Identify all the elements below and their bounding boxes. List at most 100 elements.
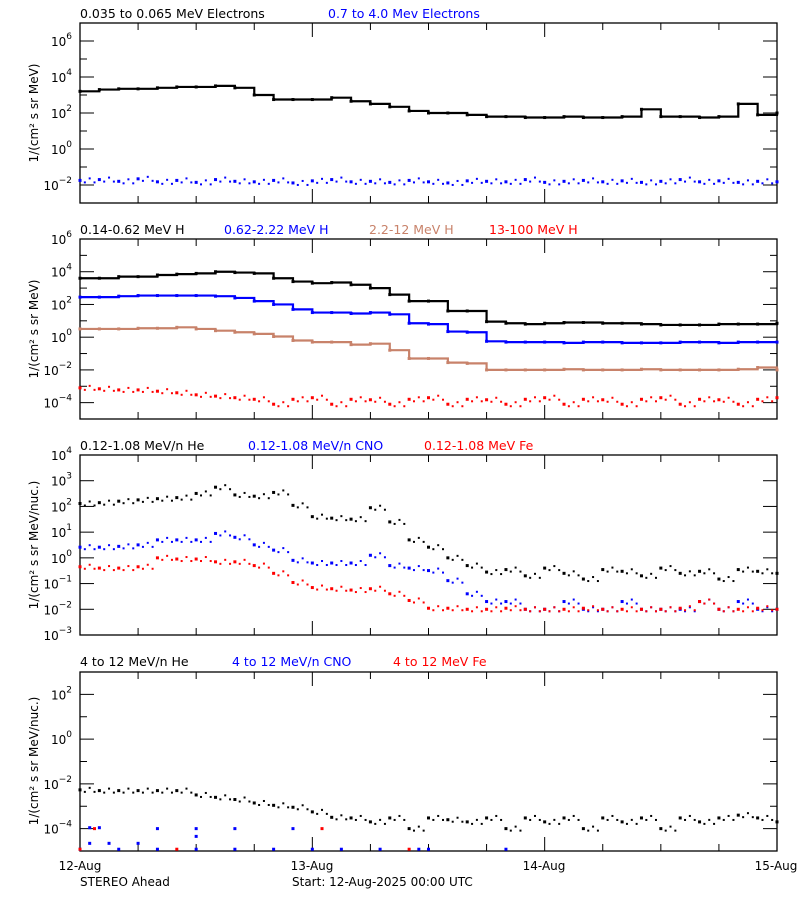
series-p2-3-point xyxy=(93,388,96,391)
series-p2-2-point xyxy=(272,335,276,339)
series-p3-2-point xyxy=(354,591,357,594)
series-p3-0-point xyxy=(359,516,362,519)
series-p3-0-point xyxy=(630,568,633,571)
series-p4-2-point xyxy=(78,847,82,851)
series-p3-2-point xyxy=(713,602,716,605)
series-p4-0-point xyxy=(442,818,445,821)
series-p1-1-point xyxy=(364,182,367,185)
series-p3-1-point xyxy=(422,569,425,572)
series-p2-3-point xyxy=(572,401,575,404)
series-p3-0-point xyxy=(596,580,599,583)
series-p2-0-point xyxy=(659,323,663,327)
series-p3-2-point xyxy=(379,585,382,588)
series-p2-3-point xyxy=(548,398,551,401)
series-p1-1-point xyxy=(742,183,745,186)
series-p4-0-point xyxy=(538,818,541,821)
series-p3-0-point xyxy=(533,572,536,575)
series-p1-1-point xyxy=(219,180,222,183)
series-p3-0-point xyxy=(252,494,256,498)
series-p4-0-point xyxy=(219,798,222,801)
series-p4-1-point xyxy=(194,847,198,851)
series-p1-1-point xyxy=(456,179,459,182)
series-p3-2-point xyxy=(108,565,111,568)
series-p1-1-point xyxy=(258,182,261,185)
series-p2-3-point xyxy=(698,397,702,401)
series-p3-0-point xyxy=(475,562,478,565)
series-p3-0-point xyxy=(146,496,149,499)
series-p3-2-point xyxy=(427,606,430,610)
series-p2-3-point xyxy=(287,405,290,408)
series-p3-0-point xyxy=(330,516,334,520)
series-p3-2-point xyxy=(684,609,687,612)
series-p2-3-point xyxy=(185,389,188,392)
series-p4-2-point xyxy=(320,827,324,831)
series-p2-3-point xyxy=(127,386,130,389)
series-p4-1-point xyxy=(117,847,121,851)
series-p4-0-point xyxy=(465,820,469,824)
series-p3-2-point xyxy=(238,562,241,565)
series-p2-3-point xyxy=(480,400,483,403)
series-p3-2-point xyxy=(146,563,149,566)
series-p2-3-point xyxy=(97,387,101,391)
series-p1-1-point xyxy=(277,181,280,184)
series-p3-0-point xyxy=(514,566,517,569)
series-p2-3-point xyxy=(340,401,343,404)
series-p4-0-point xyxy=(504,827,508,831)
series-p3-0-point xyxy=(625,572,628,575)
series-p4-0-point xyxy=(398,814,401,817)
series-p3-1-point xyxy=(684,610,687,613)
series-p4-0-point xyxy=(533,814,536,817)
series-p3-0-point xyxy=(310,515,314,519)
series-p2-3-point xyxy=(155,389,159,393)
series-p4-0-point xyxy=(83,790,86,793)
series-p4-0-point xyxy=(746,812,749,815)
series-p3-2-point xyxy=(577,610,580,613)
series-p4-0-point xyxy=(403,818,406,821)
series-p3-0-point xyxy=(509,570,512,573)
series-p3-0-point xyxy=(495,569,498,572)
series-p4-0-point xyxy=(567,818,570,821)
series-p3-2-point xyxy=(625,610,628,613)
series-p3-1-point xyxy=(204,536,207,539)
series-p3-2-point xyxy=(756,606,760,610)
series-p2-0-point xyxy=(291,280,295,284)
series-p2-3-point xyxy=(504,402,508,406)
series-p2-3-point xyxy=(509,405,512,408)
series-p3-0-point xyxy=(194,491,198,495)
series-p3-2-point xyxy=(490,610,493,613)
series-p4-0-point xyxy=(572,814,575,817)
series-p1-1-point xyxy=(678,178,682,182)
series-p1-1-point xyxy=(233,179,237,183)
series-p3-2-point xyxy=(451,609,454,612)
series-p4-0-point xyxy=(775,820,779,824)
series-p3-2-point xyxy=(558,610,561,613)
series-p3-1-point xyxy=(398,562,401,565)
series-p3-1-point xyxy=(412,569,415,572)
series-p3-2-point xyxy=(349,588,353,592)
ytick-label: 100 xyxy=(51,140,72,157)
series-p3-1-point xyxy=(349,561,353,565)
series-p2-3-point xyxy=(558,398,561,401)
series-p3-1-point xyxy=(83,548,86,551)
series-p2-3-point xyxy=(427,396,430,400)
series-p2-2-point xyxy=(543,368,547,372)
series-p3-1-point xyxy=(364,564,367,567)
series-p3-0-point xyxy=(620,569,624,573)
series-p2-2-point xyxy=(639,367,643,371)
ytick-label: 10−1 xyxy=(43,575,72,592)
series-p2-0-point xyxy=(736,322,740,326)
series-p3-0-point xyxy=(732,580,735,583)
series-p2-3-point xyxy=(108,385,111,388)
series-p3-2-point xyxy=(403,594,406,597)
series-p2-2-point xyxy=(620,368,624,372)
series-p2-3-point xyxy=(727,396,730,399)
series-p3-1-point xyxy=(141,545,144,548)
series-p2-3-point xyxy=(596,400,599,403)
series-p2-3-point xyxy=(471,400,474,403)
series-p2-3-point xyxy=(717,398,721,402)
series-p3-0-point xyxy=(83,504,86,507)
series-p3-1-point xyxy=(393,566,396,569)
series-p3-2-point xyxy=(659,607,663,611)
series-p3-2-point xyxy=(224,558,227,561)
series-p3-1-point xyxy=(243,534,246,537)
